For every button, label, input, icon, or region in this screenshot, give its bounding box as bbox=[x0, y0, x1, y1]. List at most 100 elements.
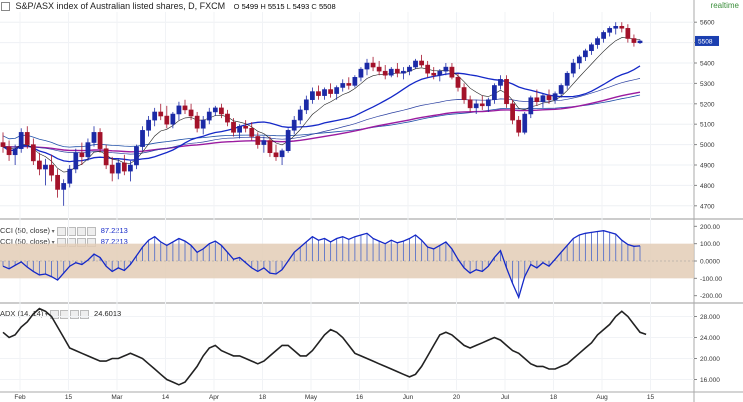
chevron-down-icon[interactable]: ▾ bbox=[50, 240, 55, 246]
cci-tick-label: 0.0000 bbox=[700, 259, 720, 266]
candle-body bbox=[73, 152, 79, 170]
price-tick-label: 5400 bbox=[700, 61, 715, 68]
time-tick-label: 20 bbox=[453, 394, 461, 401]
ema55-line bbox=[2, 78, 641, 155]
candle-body bbox=[285, 130, 291, 151]
candle-body bbox=[30, 144, 36, 162]
candle-body bbox=[595, 38, 600, 45]
candle-body bbox=[589, 44, 594, 52]
candle-body bbox=[328, 89, 333, 94]
legend-indicator-name: CCI (50, close) bbox=[0, 226, 51, 235]
candle-body bbox=[370, 62, 376, 68]
candle-body bbox=[103, 148, 109, 166]
candle-body bbox=[576, 56, 582, 64]
cci-band bbox=[0, 243, 694, 279]
candle-body bbox=[55, 174, 60, 190]
cci-tick-label: -200.00 bbox=[700, 293, 722, 300]
ma21-line bbox=[2, 65, 641, 163]
legend-indicator-name: ADX (14, 14) bbox=[0, 309, 44, 318]
candle-body bbox=[358, 68, 364, 78]
time-tick-label: Aug bbox=[596, 394, 608, 401]
ema90-line bbox=[2, 91, 641, 153]
candle-body bbox=[431, 72, 437, 76]
settings-icon[interactable] bbox=[66, 227, 76, 237]
candle-body bbox=[231, 121, 236, 133]
candle-body bbox=[164, 115, 170, 125]
legend-indicator-value: 87.2213 bbox=[100, 226, 128, 235]
candle-body bbox=[564, 72, 570, 86]
candle-body bbox=[546, 95, 552, 100]
candle-body bbox=[601, 32, 606, 39]
candle-body bbox=[194, 115, 200, 129]
time-tick-label: Apr bbox=[209, 394, 220, 401]
candle-body bbox=[261, 140, 267, 145]
candle-body bbox=[267, 140, 273, 154]
candle-body bbox=[225, 113, 230, 123]
candle-body bbox=[97, 132, 103, 149]
candle-body bbox=[6, 146, 12, 156]
legend-indicator-value: 24.6013 bbox=[94, 309, 122, 318]
candle-body bbox=[570, 62, 576, 74]
cci-tick-label: 200.00 bbox=[700, 224, 720, 231]
candle-body bbox=[631, 38, 637, 43]
candle-body bbox=[176, 105, 182, 115]
candle-body bbox=[443, 66, 449, 72]
chevron-down-icon[interactable]: ▾ bbox=[50, 229, 55, 235]
candle-body bbox=[340, 83, 346, 88]
collapse-icon[interactable] bbox=[1, 2, 10, 12]
candle-body bbox=[619, 26, 625, 29]
candle-body bbox=[352, 77, 358, 86]
more-icon[interactable] bbox=[86, 227, 96, 237]
candle-body bbox=[237, 125, 242, 133]
legend-controls[interactable] bbox=[56, 226, 97, 237]
ohlc-readout: O 5499 H 5515 L 5493 C 5508 bbox=[233, 2, 336, 11]
candle-body bbox=[249, 128, 255, 137]
candle-body bbox=[146, 119, 151, 131]
candle-body bbox=[170, 113, 176, 125]
candle-body bbox=[115, 162, 121, 174]
candle-body bbox=[12, 148, 18, 156]
eye-icon[interactable] bbox=[50, 310, 60, 320]
close-icon[interactable] bbox=[76, 227, 86, 237]
candle-body bbox=[528, 97, 534, 115]
candle-body bbox=[206, 111, 212, 121]
candle-body bbox=[152, 111, 158, 121]
candle-body bbox=[49, 164, 54, 176]
candle-body bbox=[522, 113, 528, 133]
candle-body bbox=[219, 107, 224, 115]
candle-body bbox=[376, 66, 382, 72]
candle-body bbox=[140, 130, 145, 147]
eye-icon[interactable] bbox=[56, 227, 66, 237]
chart-title: S&P/ASX index of Australian listed share… bbox=[15, 1, 226, 11]
candle-body bbox=[200, 119, 206, 129]
legend-row-cci[interactable]: CCI (50, close) ▾ 87.2213 bbox=[0, 225, 128, 237]
candle-body bbox=[552, 93, 558, 100]
cci-tick-label: 100.00 bbox=[700, 241, 720, 248]
time-tick-label: 15 bbox=[65, 394, 73, 401]
candle-body bbox=[504, 79, 509, 105]
time-tick-label: 16 bbox=[356, 394, 364, 401]
candle-body bbox=[510, 103, 515, 121]
candle-body bbox=[109, 164, 115, 174]
more-icon[interactable] bbox=[80, 310, 90, 320]
chevron-down-icon[interactable]: ▾ bbox=[43, 312, 49, 318]
candle-body bbox=[485, 99, 491, 107]
candle-body bbox=[279, 150, 285, 158]
candle-body bbox=[516, 119, 522, 133]
price-tick-label: 4800 bbox=[700, 183, 715, 190]
candle-body bbox=[188, 109, 194, 117]
candle-body bbox=[18, 132, 24, 149]
time-tick-label: Jul bbox=[501, 394, 510, 401]
time-tick-label: 18 bbox=[550, 394, 558, 401]
chart-title-bar: S&P/ASX index of Australian listed share… bbox=[0, 0, 336, 12]
legend-indicator-value: 87.2213 bbox=[100, 237, 128, 246]
price-pane bbox=[0, 12, 694, 216]
legend-row-adx[interactable]: ADX (14, 14) ▾ 24.6013 bbox=[0, 308, 122, 320]
ema7-line bbox=[2, 37, 641, 173]
candle-body bbox=[558, 85, 564, 94]
price-tick-label: 5100 bbox=[700, 122, 715, 129]
candle-body bbox=[79, 152, 85, 158]
candle-body bbox=[346, 83, 352, 86]
close-icon[interactable] bbox=[70, 310, 80, 320]
